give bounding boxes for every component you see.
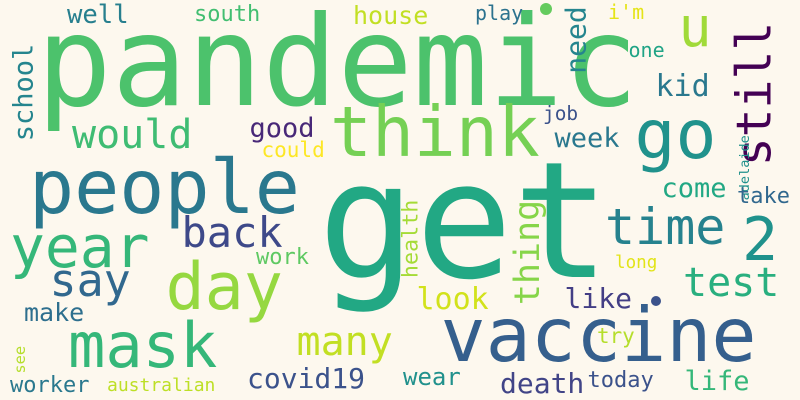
word-pandemic: pandemic [36, 0, 639, 135]
word-would: would [72, 112, 193, 158]
word-work: work [256, 245, 309, 270]
word-day: day [165, 250, 283, 325]
word-one: one [628, 38, 665, 62]
word-come: come [661, 173, 727, 204]
word-back: back [181, 208, 283, 257]
word-many: many [296, 319, 393, 365]
word-australian: australian [107, 375, 216, 396]
word-go: go [634, 96, 717, 175]
word-death: death [500, 367, 585, 400]
word-mask: mask [68, 309, 218, 382]
word-well: well [67, 0, 129, 30]
word-long: long [615, 253, 658, 273]
word-test: test [683, 260, 780, 306]
word-year: year [10, 213, 150, 281]
word-good: good [249, 113, 315, 144]
word-thing: thing [507, 199, 548, 306]
word-say: say [49, 254, 131, 307]
word-wear: wear [403, 363, 461, 391]
word-south: south [194, 2, 261, 27]
word-take: take [737, 184, 790, 209]
word-could: could [261, 138, 325, 162]
word-see: see [11, 345, 30, 374]
word-play: play [475, 1, 524, 25]
word-week: week [554, 123, 620, 154]
word-today: today [587, 368, 654, 393]
word-life: life [684, 366, 750, 397]
word-like: like [564, 282, 632, 315]
word-kid: kid [655, 69, 710, 104]
word-job: job [543, 101, 579, 125]
word-people: people [29, 143, 300, 231]
word-im: i'm [608, 0, 645, 24]
word-health: health [398, 199, 424, 279]
word-2: 2 [742, 205, 779, 275]
word-house: house [353, 1, 429, 30]
word-need: need [559, 5, 593, 74]
word-worker: worker [10, 373, 90, 398]
word-make: make [24, 298, 85, 327]
word-time: time [605, 198, 726, 256]
word-look: look [416, 282, 489, 317]
word-school: school [7, 43, 39, 142]
word-covid19: covid19 [247, 362, 366, 395]
word-u: u [678, 0, 712, 59]
word-vaccine: vaccine [440, 291, 757, 379]
word-try: try [597, 323, 635, 348]
word-think: think [330, 91, 540, 173]
word-get: get [318, 127, 611, 316]
